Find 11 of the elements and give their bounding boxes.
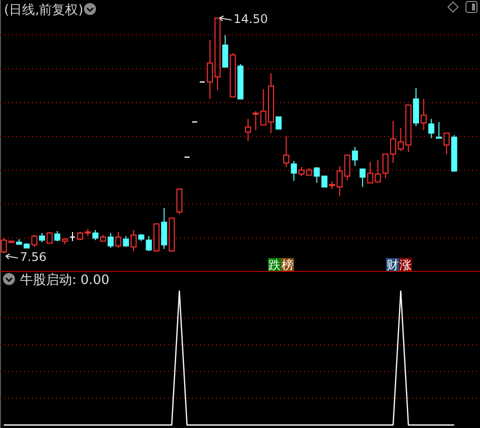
chart-title: 牛股启动: 0.00	[20, 272, 110, 288]
text: 跌	[268, 258, 280, 272]
text: 财	[386, 258, 398, 272]
annotation: 7.56	[20, 250, 47, 264]
annotation: 14.50	[234, 12, 268, 26]
text: 榜	[282, 258, 294, 272]
text: 涨	[400, 258, 412, 272]
chart-title: (日线,前复权)	[4, 3, 84, 18]
candlestick	[428, 118, 434, 139]
candlestick	[245, 118, 252, 142]
candlestick	[420, 98, 427, 131]
